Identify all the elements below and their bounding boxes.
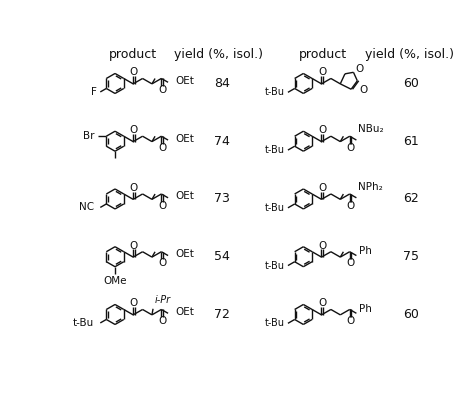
Text: F: F xyxy=(91,87,97,97)
Text: 54: 54 xyxy=(214,250,230,263)
Text: 62: 62 xyxy=(403,193,419,205)
Text: OEt: OEt xyxy=(176,249,195,259)
Text: O: O xyxy=(356,64,364,74)
Text: NPh₂: NPh₂ xyxy=(358,182,383,191)
Text: O: O xyxy=(346,143,355,153)
Text: OMe: OMe xyxy=(103,276,127,286)
Text: 60: 60 xyxy=(403,308,419,321)
Text: product: product xyxy=(109,48,157,61)
Text: O: O xyxy=(130,125,138,135)
Text: O: O xyxy=(130,241,138,251)
Text: OEt: OEt xyxy=(176,76,195,86)
Text: O: O xyxy=(359,85,368,95)
Text: OEt: OEt xyxy=(176,134,195,143)
Text: O: O xyxy=(158,85,166,95)
Text: 60: 60 xyxy=(403,77,419,90)
Text: yield (%, isol.): yield (%, isol.) xyxy=(365,48,454,61)
Text: O: O xyxy=(318,67,327,77)
Text: 74: 74 xyxy=(214,135,230,148)
Text: t-Bu: t-Bu xyxy=(265,145,285,155)
Text: O: O xyxy=(318,183,327,193)
Text: O: O xyxy=(318,298,327,308)
Text: O: O xyxy=(130,183,138,193)
Text: O: O xyxy=(130,67,138,77)
Text: O: O xyxy=(318,125,327,135)
Text: O: O xyxy=(158,258,166,268)
Text: product: product xyxy=(299,48,347,61)
Text: Ph: Ph xyxy=(359,246,373,256)
Text: OEt: OEt xyxy=(176,307,195,317)
Text: O: O xyxy=(346,258,355,268)
Text: 75: 75 xyxy=(403,250,419,263)
Text: t-Bu: t-Bu xyxy=(265,87,285,97)
Text: i-Pr: i-Pr xyxy=(155,295,171,305)
Text: t-Bu: t-Bu xyxy=(265,260,285,271)
Text: O: O xyxy=(346,201,355,210)
Text: O: O xyxy=(130,298,138,308)
Text: 61: 61 xyxy=(403,135,419,148)
Text: 73: 73 xyxy=(214,193,230,205)
Text: NBu₂: NBu₂ xyxy=(358,124,383,134)
Text: OEt: OEt xyxy=(176,191,195,201)
Text: Ph: Ph xyxy=(359,304,373,314)
Text: O: O xyxy=(318,241,327,251)
Text: 84: 84 xyxy=(214,77,230,90)
Text: O: O xyxy=(158,201,166,210)
Text: yield (%, isol.): yield (%, isol.) xyxy=(173,48,263,61)
Text: O: O xyxy=(158,143,166,153)
Text: O: O xyxy=(158,316,166,326)
Text: 72: 72 xyxy=(214,308,230,321)
Text: NC: NC xyxy=(79,203,94,212)
Text: t-Bu: t-Bu xyxy=(265,318,285,328)
Text: Br: Br xyxy=(83,131,95,141)
Text: t-Bu: t-Bu xyxy=(73,318,94,328)
Text: t-Bu: t-Bu xyxy=(265,203,285,213)
Text: O: O xyxy=(346,316,355,326)
